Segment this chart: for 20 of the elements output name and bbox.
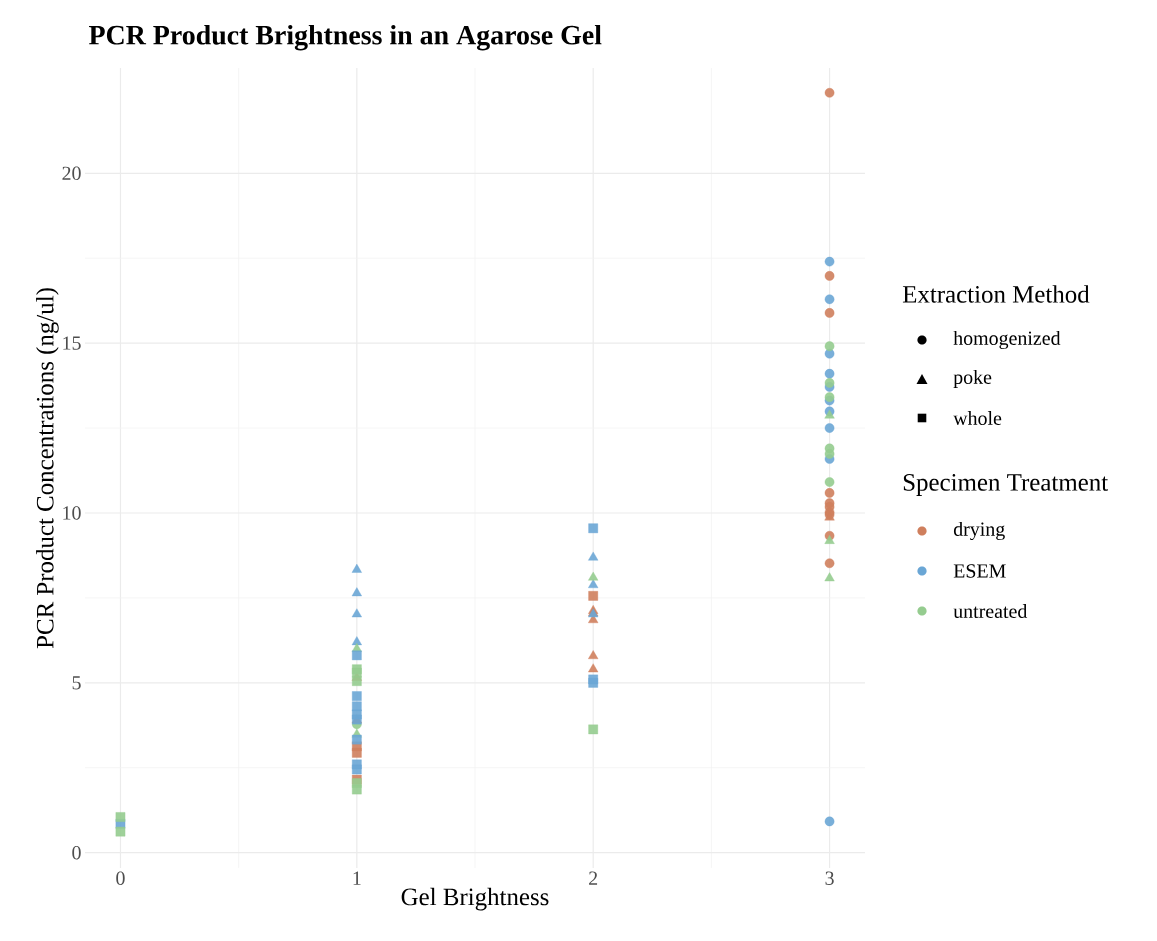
text: whole [953,410,1002,425]
x-tick-label: 3 [825,871,834,885]
text: homogenized [953,330,1061,350]
text: Specimen Treatment [903,474,1109,496]
text: ESEM [953,564,1006,578]
x-axis-title: Gel Brightness [401,887,549,911]
text: drying [953,521,1005,541]
x-tick-label: 0 [116,871,125,885]
x-tick-label: 1 [353,871,361,885]
x-tick-label: 2 [589,871,598,885]
y-tick-label: 10 [63,506,81,520]
y-tick-label: 20 [62,166,81,180]
y-tick-label: 5 [72,676,81,690]
y-axis-title: PCR Product Concentrations (ng/ul) [36,288,59,649]
text: untreated [953,603,1028,618]
text: poke [953,369,992,389]
y-tick-label: 15 [63,336,81,350]
chart-title: PCR Product Brightness in an Agarose Gel [89,24,602,51]
y-tick-label: 0 [72,845,81,860]
text: Extraction Method [902,285,1090,303]
